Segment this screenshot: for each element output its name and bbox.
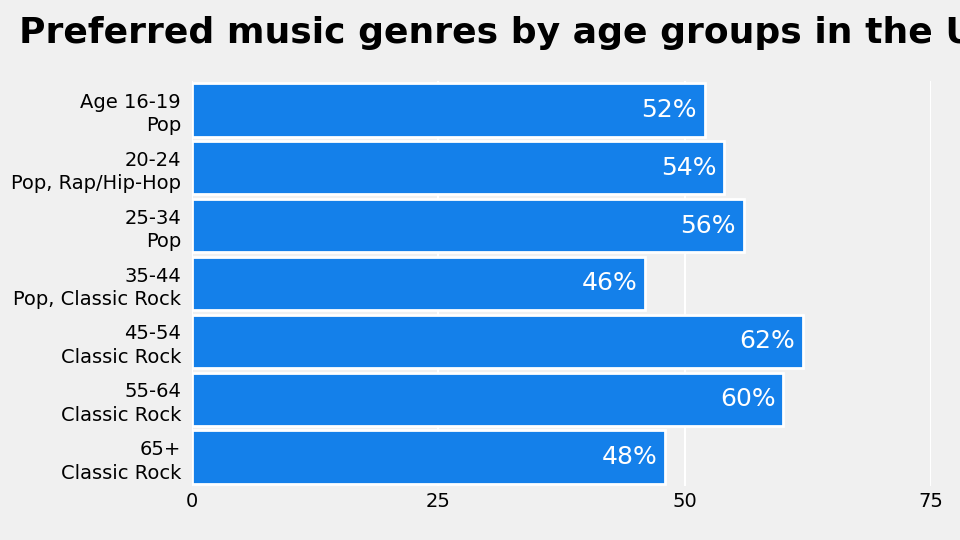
Text: 48%: 48% (602, 445, 658, 469)
Text: 54%: 54% (660, 156, 716, 180)
Text: 62%: 62% (739, 329, 795, 353)
Bar (192, 199, 744, 252)
Bar (192, 141, 724, 194)
Bar (192, 83, 705, 137)
Text: Preferred music genres by age groups in the US: Preferred music genres by age groups in … (19, 16, 960, 50)
Text: 56%: 56% (681, 214, 736, 238)
Text: 52%: 52% (641, 98, 697, 122)
Text: 46%: 46% (582, 272, 637, 295)
Bar (192, 315, 804, 368)
Bar (192, 373, 783, 426)
Bar (192, 257, 645, 310)
Text: 60%: 60% (720, 387, 776, 411)
Bar (192, 430, 665, 484)
